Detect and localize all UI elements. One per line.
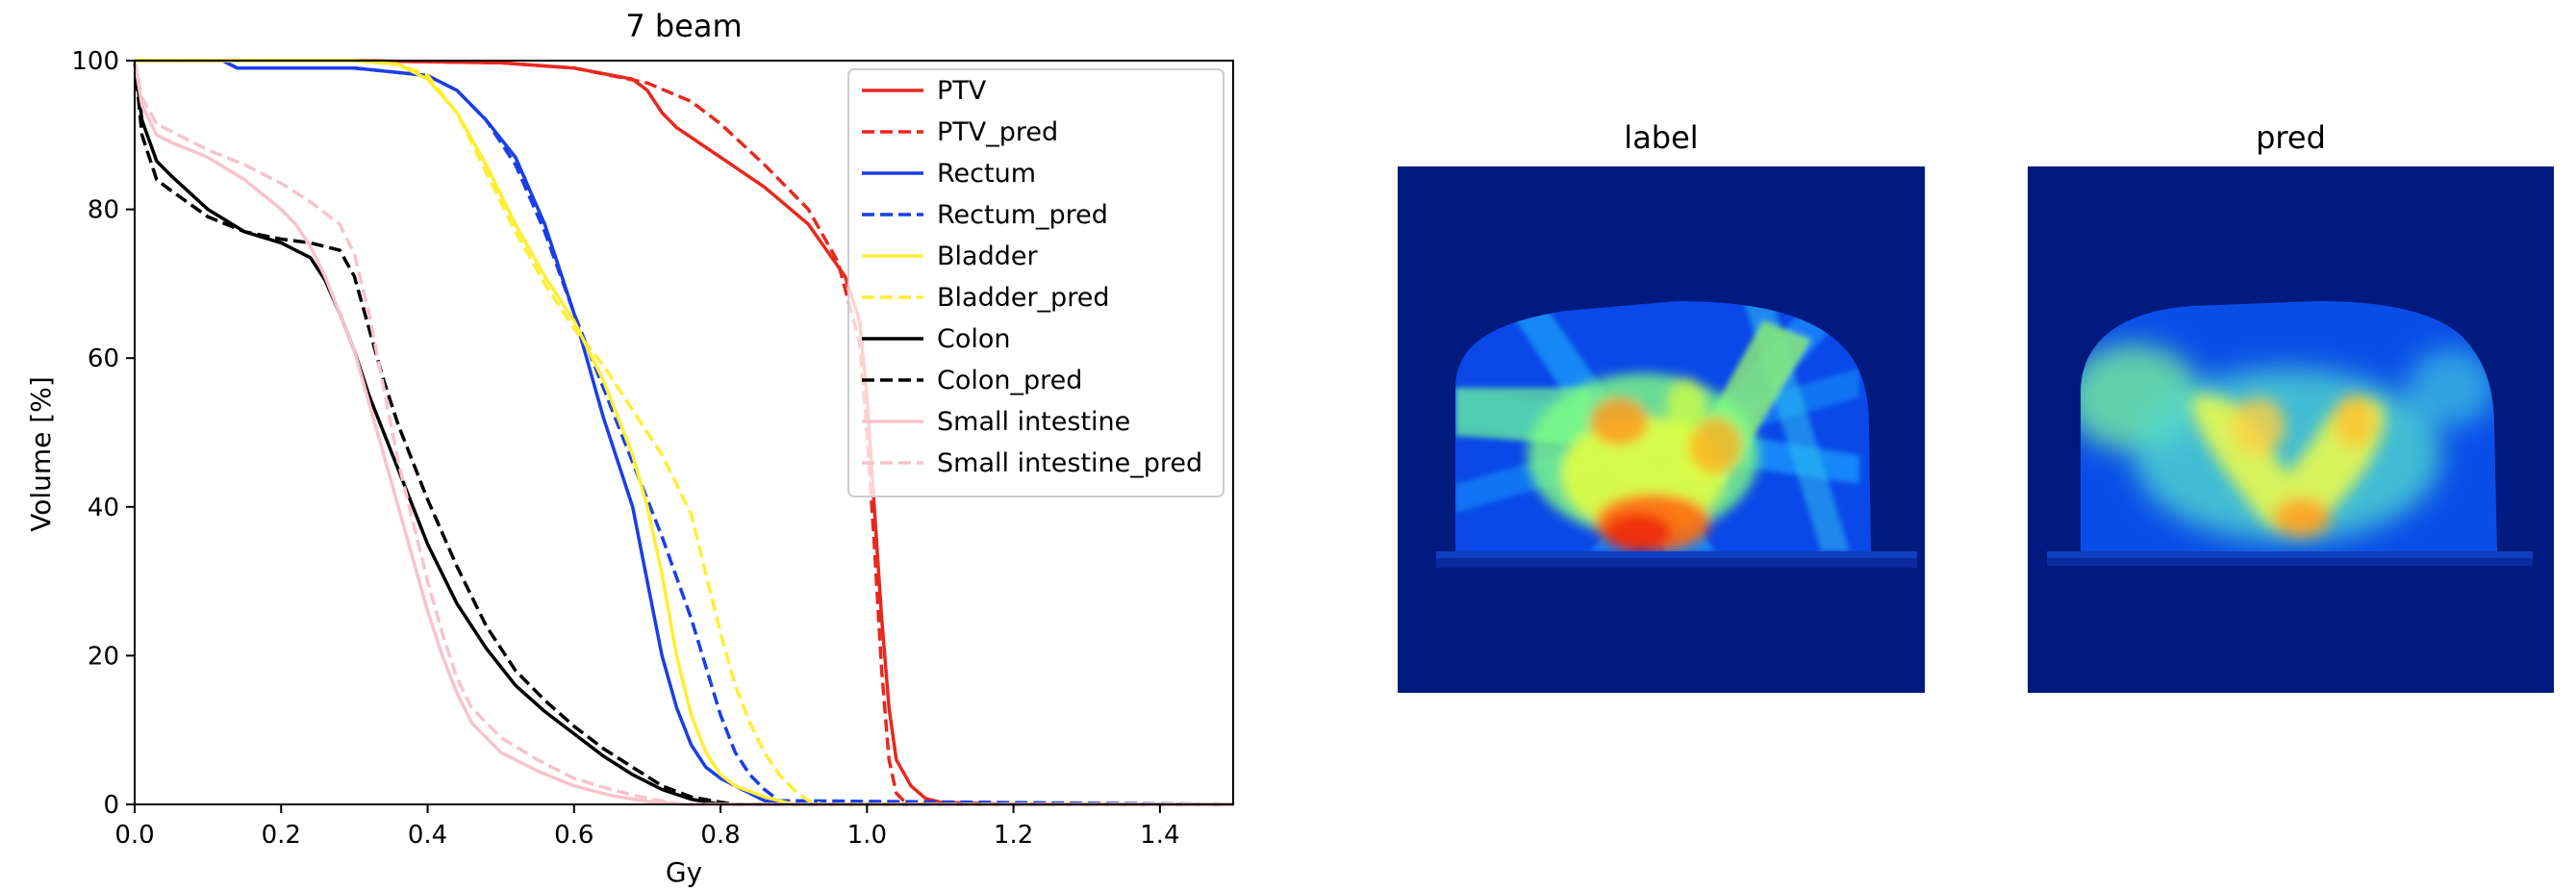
- legend-label-2: Rectum: [937, 159, 1036, 189]
- y-axis-label: Volume [%]: [25, 376, 57, 532]
- label-panel-title: label: [1624, 119, 1699, 156]
- legend-box: [847, 68, 1225, 497]
- pred-panel-title: pred: [2256, 119, 2326, 156]
- axis-ticks: 0.0 0.2 0.4 0.6 0.8 1.0 1.2 1.4 0 20 40 60 80 100: [71, 47, 1179, 850]
- x-tick-label-4: 0.8: [700, 821, 740, 850]
- y-tick-label-2: 40: [88, 494, 119, 522]
- legend-label-8: Small intestine: [937, 407, 1130, 437]
- legend-label-4: Bladder: [937, 242, 1038, 271]
- x-tick-label-5: 1.0: [847, 821, 887, 850]
- series-line-5: [135, 59, 1233, 806]
- x-tick-label-7: 1.4: [1140, 821, 1179, 850]
- x-tick-label-1: 0.2: [262, 821, 301, 850]
- x-tick-label-0: 0.0: [114, 821, 154, 850]
- x-axis-label: Gy: [666, 856, 702, 888]
- y-tick-label-0: 0: [103, 791, 119, 820]
- series-line-6: [133, 60, 1233, 806]
- legend-label-5: Bladder_pred: [937, 283, 1109, 313]
- y-tick-label-4: 80: [88, 196, 119, 225]
- plot-frame: [134, 60, 1234, 805]
- chart-title: 7 beam: [625, 8, 742, 44]
- label-dose-map: [1398, 166, 1925, 693]
- x-tick-label-6: 1.2: [994, 821, 1033, 850]
- series-line-7: [133, 60, 1233, 806]
- y-tick-label-3: 60: [88, 344, 119, 373]
- legend-label-0: PTV: [937, 76, 987, 106]
- y-tick-label-5: 100: [71, 47, 119, 76]
- legend-label-7: Colon_pred: [937, 366, 1082, 395]
- legend: PTV PTV_pred Rectum Rectum_pred Bladder Bladd…: [847, 68, 1225, 497]
- series-line-8: [133, 60, 1233, 806]
- y-tick-label-1: 20: [88, 642, 119, 671]
- series-line-9: [133, 60, 1233, 806]
- legend-label-3: Rectum_pred: [937, 200, 1108, 230]
- legend-label-6: Colon: [937, 324, 1011, 354]
- legend-label-9: Small intestine_pred: [937, 448, 1202, 478]
- pred-dose-map: [2028, 166, 2554, 693]
- legend-label-1: PTV_pred: [937, 117, 1058, 147]
- x-tick-label-2: 0.4: [408, 821, 447, 850]
- x-tick-label-3: 0.6: [554, 821, 593, 850]
